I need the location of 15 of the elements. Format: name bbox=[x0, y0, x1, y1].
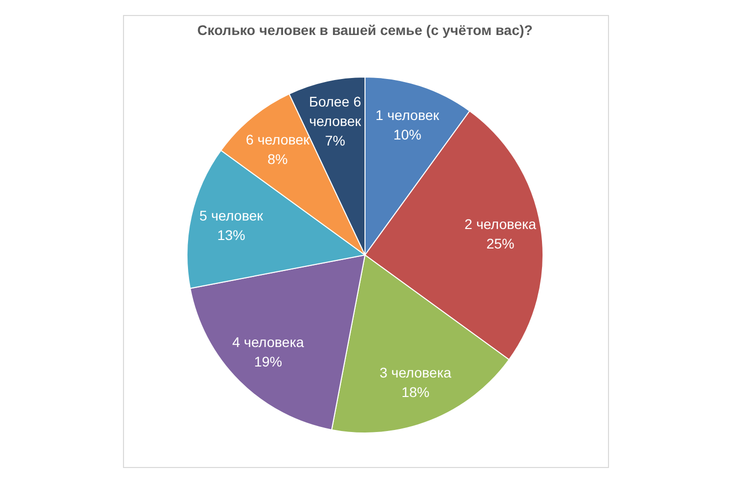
slice-label: 5 человек bbox=[199, 207, 264, 224]
slice-label: 1 человек bbox=[376, 106, 440, 123]
slice-label: Более 6 человек bbox=[309, 94, 362, 130]
slice-label: 4 человека bbox=[232, 334, 304, 350]
data-label: 19% bbox=[254, 354, 282, 370]
data-label: 8% bbox=[268, 151, 288, 168]
slice-label: 3 человека bbox=[380, 364, 452, 381]
slice-label: 2 человека bbox=[464, 216, 536, 232]
slice-label: 6 человек bbox=[246, 132, 310, 148]
data-label: 18% bbox=[401, 384, 430, 400]
data-label: 13% bbox=[217, 226, 246, 243]
data-label: 25% bbox=[486, 235, 514, 252]
chart-title: Сколько человек в вашей семье (с учётом вас)? bbox=[197, 22, 533, 38]
data-label: 7% bbox=[324, 132, 346, 149]
data-label: 10% bbox=[393, 126, 422, 142]
